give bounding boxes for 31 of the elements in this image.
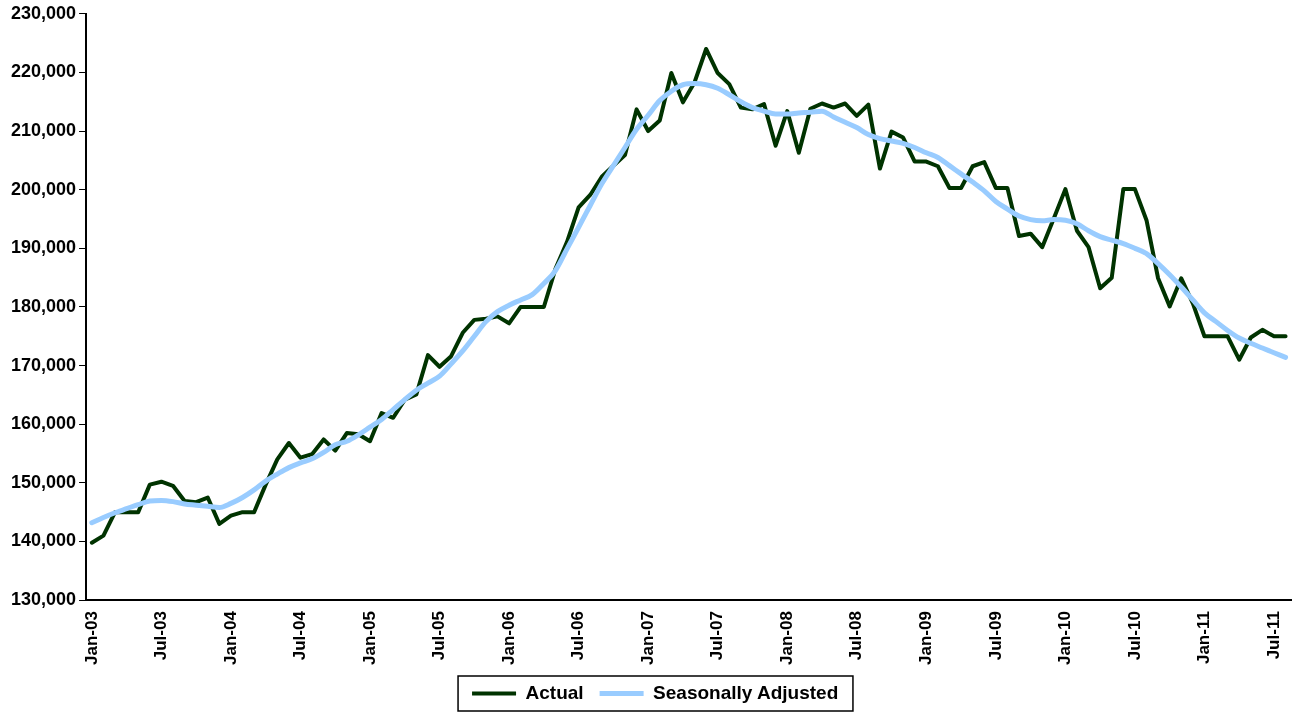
x-tick-label: Jan-09 [915,611,935,666]
y-tick-label: 230,000 [10,2,77,23]
y-tick-label: 130,000 [10,589,77,610]
x-tick-label: Jan-04 [220,610,240,666]
y-tick-label: 200,000 [10,178,77,199]
x-tick-label: Jul-10 [1124,611,1144,661]
legend-label: Seasonally Adjusted [653,681,839,703]
x-tick-label: Jan-06 [498,611,518,666]
x-tick-label: Jan-03 [81,611,101,666]
y-tick-label: 150,000 [10,471,77,492]
x-tick-label: Jul-05 [429,611,449,661]
y-tick-label: 140,000 [10,530,77,551]
x-tick-label: Jul-08 [846,611,866,661]
x-tick-label: Jul-04 [290,610,310,661]
x-tick-label: Jan-08 [776,611,796,666]
x-tick-label: Jul-06 [568,611,588,661]
y-tick-label: 160,000 [10,413,77,434]
x-tick-label: Jul-07 [707,611,727,661]
x-tick-label: Jul-11 [1263,611,1283,660]
x-tick-label: Jan-05 [359,611,379,666]
x-tick-label: Jan-07 [637,611,657,666]
x-tick-label: Jul-03 [151,611,171,661]
x-tick-label: Jul-09 [985,611,1005,661]
y-tick-label: 220,000 [10,61,77,82]
legend-label: Actual [525,681,584,703]
x-tick-label: Jan-11 [1194,611,1214,665]
y-tick-label: 180,000 [10,295,77,316]
y-tick-label: 190,000 [10,237,77,258]
y-tick-label: 170,000 [10,354,77,375]
x-tick-label: Jan-10 [1055,611,1075,666]
y-tick-label: 210,000 [10,120,77,141]
